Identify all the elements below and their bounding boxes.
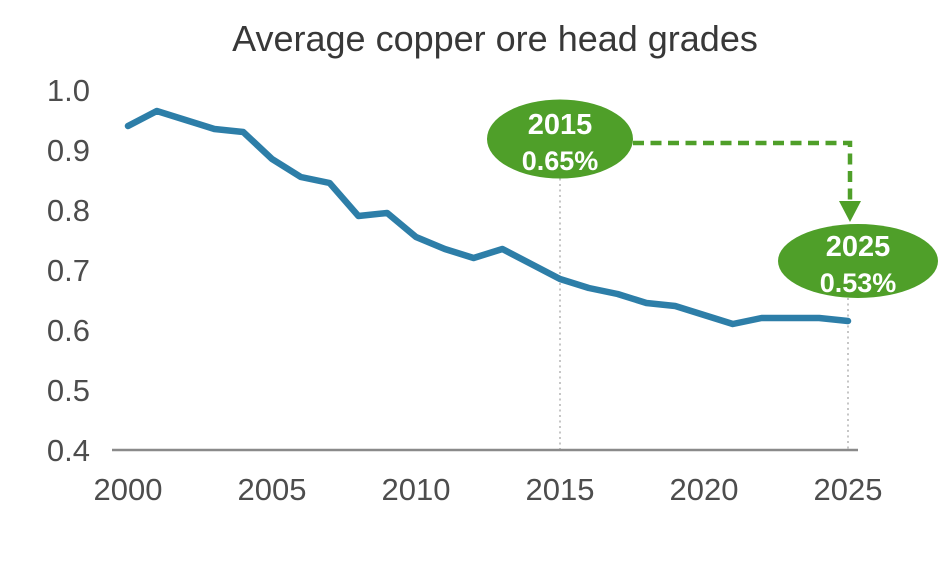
x-axis-tick-label: 2010: [382, 472, 451, 507]
annotation-year-label: 2015: [528, 109, 593, 141]
y-axis-tick-label: 1.0: [47, 73, 90, 108]
grade-line: [124, 107, 852, 328]
x-axis-tick-label: 2020: [670, 472, 739, 507]
x-axis-tick-label: 2025: [814, 472, 883, 507]
annotation-value-label: 0.65%: [522, 146, 599, 176]
y-axis-tick-label: 0.8: [47, 193, 90, 228]
x-axis-tick-label: 2015: [526, 472, 595, 507]
annotation-value-label: 0.53%: [820, 268, 897, 298]
y-axis-tick-label: 0.9: [47, 133, 90, 168]
annotation-arrow-dashed: [633, 140, 853, 202]
y-axis-tick-label: 0.6: [47, 313, 90, 348]
chart-title: Average copper ore head grades: [232, 18, 758, 59]
x-axis-tick-label: 2000: [94, 472, 163, 507]
y-axis-tick-label: 0.7: [47, 253, 90, 288]
x-axis-tick-label: 2005: [238, 472, 307, 507]
annotation-arrowhead: [839, 201, 861, 222]
annotation-year-label: 2025: [826, 231, 891, 263]
plot-area: 20150.65%20250.53%1.00.90.80.70.60.50.42…: [47, 73, 938, 507]
y-axis-tick-label: 0.5: [47, 373, 90, 408]
annotation-ellipse-2025: [778, 224, 938, 298]
annotation-ellipse-2015: [487, 99, 633, 179]
y-axis-tick-label: 0.4: [47, 433, 90, 468]
